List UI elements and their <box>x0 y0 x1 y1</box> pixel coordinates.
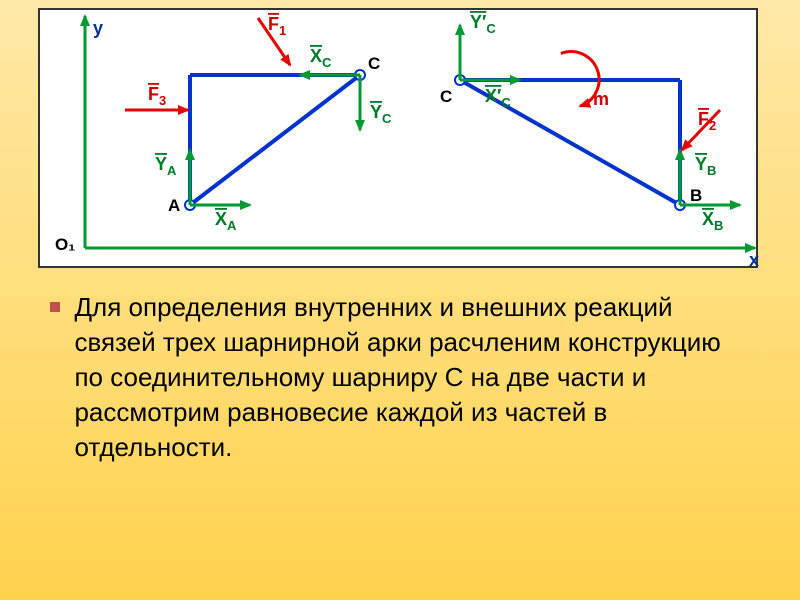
svg-text:C: C <box>440 87 452 106</box>
svg-text:YC: YC <box>370 102 392 126</box>
svg-text:C: C <box>368 54 380 73</box>
svg-text:YA: YA <box>155 154 177 178</box>
svg-text:B: B <box>690 186 702 205</box>
svg-text:XA: XA <box>215 209 237 233</box>
svg-text:x: x <box>749 250 759 270</box>
bullet-square-icon <box>50 302 60 312</box>
svg-text:F3: F3 <box>148 84 166 108</box>
svg-text:A: A <box>168 196 180 215</box>
svg-text:m: m <box>593 89 609 109</box>
body-paragraph: Для определения внутренних и внешних реа… <box>74 290 734 465</box>
svg-text:YB: YB <box>695 154 716 178</box>
slide: xyO₁ACCBXAYAXCYCX′CY′CXBYBF1F3F2m Для оп… <box>0 0 800 600</box>
svg-text:O₁: O₁ <box>55 235 75 254</box>
mechanics-diagram: xyO₁ACCBXAYAXCYCX′CY′CXBYBF1F3F2m <box>40 10 760 270</box>
diagram-area: xyO₁ACCBXAYAXCYCX′CY′CXBYBF1F3F2m <box>38 8 758 268</box>
svg-text:y: y <box>93 18 103 38</box>
svg-text:X′C: X′C <box>485 86 511 110</box>
svg-text:Y′C: Y′C <box>470 12 496 36</box>
svg-text:XC: XC <box>310 46 332 70</box>
svg-text:XB: XB <box>702 209 723 233</box>
text-area: Для определения внутренних и внешних реа… <box>50 290 750 465</box>
